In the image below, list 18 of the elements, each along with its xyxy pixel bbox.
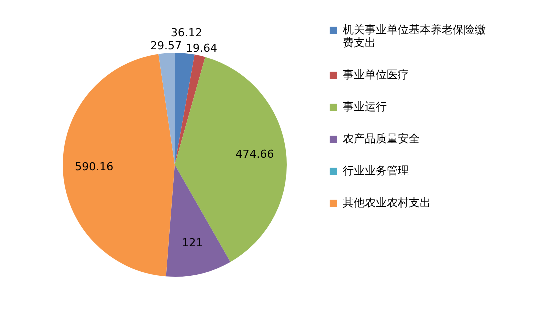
legend-label: 事业单位医疗: [343, 68, 409, 82]
pie-slice: [175, 54, 206, 165]
legend-label: 事业运行: [343, 100, 387, 114]
legend-label: 农产品质量安全: [343, 132, 420, 146]
pie-slice: [166, 165, 231, 277]
legend-label: 其他农业农村支出: [343, 196, 431, 210]
data-label: 19.64: [186, 42, 218, 56]
data-label: 590.16: [75, 160, 114, 174]
pie-slice: [63, 54, 175, 277]
pie-slice: [158, 53, 175, 165]
data-label: 121: [182, 236, 204, 250]
pie-slice: [175, 57, 287, 262]
data-label: 29.57: [150, 39, 182, 52]
legend-label: 行业业务管理: [343, 164, 409, 178]
data-label: 36.12: [171, 26, 203, 40]
legend-label: 机关事业单位基本养老保险缴费支出: [343, 24, 486, 50]
data-label: 474.66: [236, 148, 274, 162]
pie-slice: [175, 53, 195, 165]
